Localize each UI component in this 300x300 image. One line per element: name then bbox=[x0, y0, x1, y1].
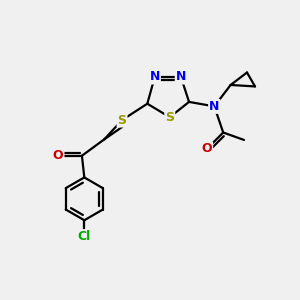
Text: O: O bbox=[202, 142, 212, 155]
Text: O: O bbox=[53, 149, 64, 162]
Text: S: S bbox=[165, 111, 174, 124]
Text: N: N bbox=[149, 70, 160, 83]
Text: N: N bbox=[176, 70, 186, 83]
Text: Cl: Cl bbox=[78, 230, 91, 243]
Text: S: S bbox=[118, 114, 127, 127]
Text: N: N bbox=[209, 100, 220, 113]
